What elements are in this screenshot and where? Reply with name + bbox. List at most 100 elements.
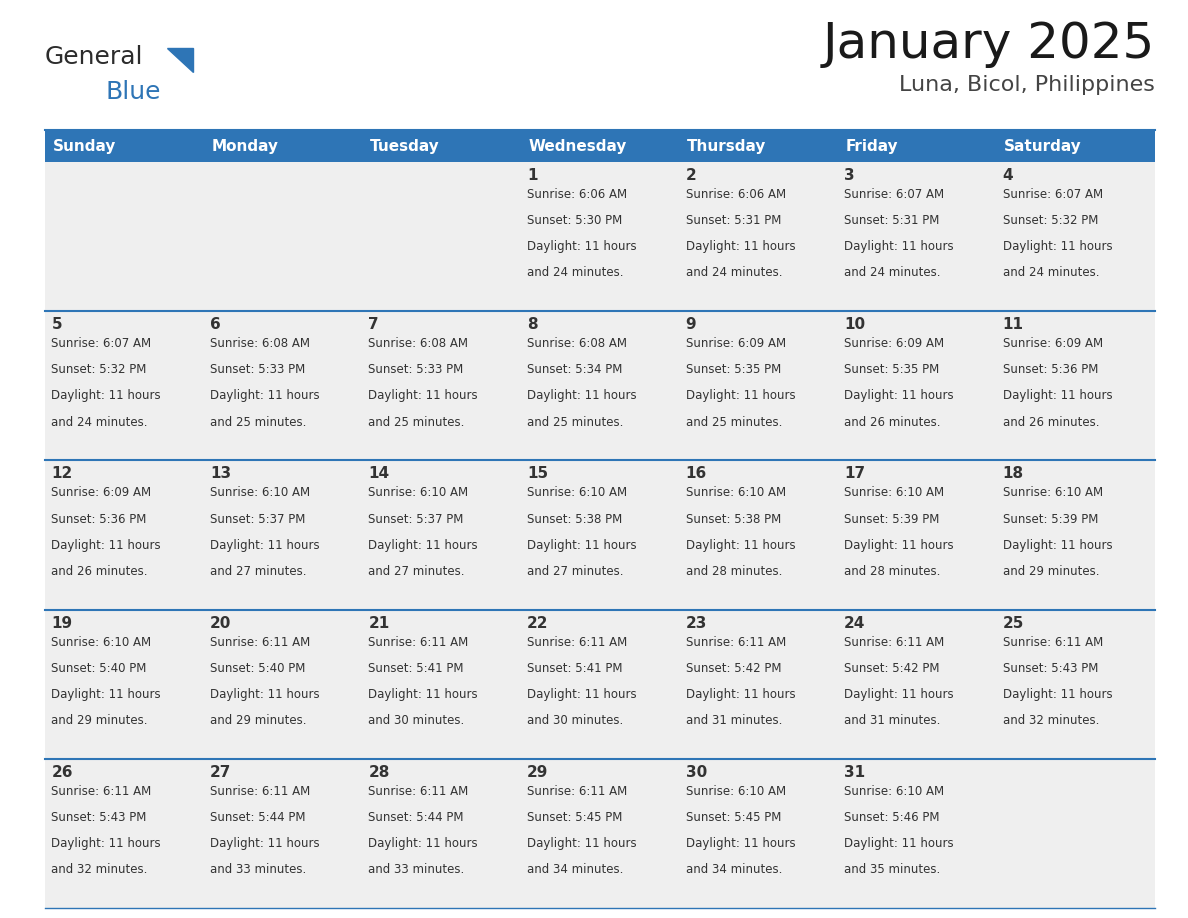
Text: Sunset: 5:45 PM: Sunset: 5:45 PM (527, 811, 623, 824)
Text: Daylight: 11 hours: Daylight: 11 hours (527, 688, 637, 700)
Bar (838, 130, 997, 162)
Text: and 27 minutes.: and 27 minutes. (210, 565, 307, 577)
Text: and 30 minutes.: and 30 minutes. (527, 714, 624, 727)
Text: Daylight: 11 hours: Daylight: 11 hours (368, 539, 478, 552)
Text: and 26 minutes.: and 26 minutes. (51, 565, 147, 577)
Text: Sunset: 5:35 PM: Sunset: 5:35 PM (845, 364, 940, 376)
Text: and 29 minutes.: and 29 minutes. (210, 714, 307, 727)
Text: 17: 17 (845, 466, 865, 481)
Text: and 25 minutes.: and 25 minutes. (685, 416, 782, 429)
Bar (203, 130, 362, 162)
Text: and 27 minutes.: and 27 minutes. (527, 565, 624, 577)
Bar (203, 162, 362, 311)
Bar (680, 759, 838, 908)
Text: Sunrise: 6:09 AM: Sunrise: 6:09 AM (51, 487, 151, 499)
Text: Sunrise: 6:07 AM: Sunrise: 6:07 AM (51, 337, 151, 350)
Text: 29: 29 (527, 765, 549, 779)
Text: 31: 31 (845, 765, 865, 779)
Bar (362, 759, 520, 908)
Text: Sunrise: 6:10 AM: Sunrise: 6:10 AM (845, 487, 944, 499)
Text: Sunset: 5:44 PM: Sunset: 5:44 PM (368, 811, 465, 824)
Text: Sunset: 5:42 PM: Sunset: 5:42 PM (685, 662, 782, 675)
Text: Daylight: 11 hours: Daylight: 11 hours (1003, 389, 1112, 402)
Text: 22: 22 (527, 616, 549, 631)
Text: General: General (45, 45, 144, 69)
Bar (520, 130, 680, 162)
Text: and 24 minutes.: and 24 minutes. (1003, 266, 1099, 279)
Bar (520, 610, 680, 759)
Text: Daylight: 11 hours: Daylight: 11 hours (368, 688, 478, 700)
Text: 8: 8 (527, 318, 538, 332)
Text: and 25 minutes.: and 25 minutes. (527, 416, 624, 429)
Bar (520, 311, 680, 461)
Bar (680, 610, 838, 759)
Bar (838, 162, 997, 311)
Text: and 32 minutes.: and 32 minutes. (1003, 714, 1099, 727)
Bar (362, 130, 520, 162)
Text: Daylight: 11 hours: Daylight: 11 hours (685, 688, 795, 700)
Text: Sunrise: 6:06 AM: Sunrise: 6:06 AM (527, 188, 627, 201)
Text: Sunset: 5:40 PM: Sunset: 5:40 PM (210, 662, 305, 675)
Text: and 26 minutes.: and 26 minutes. (845, 416, 941, 429)
Text: 14: 14 (368, 466, 390, 481)
Bar (362, 610, 520, 759)
Text: Sunset: 5:35 PM: Sunset: 5:35 PM (685, 364, 781, 376)
Bar (520, 759, 680, 908)
Bar (203, 461, 362, 610)
Text: 10: 10 (845, 318, 865, 332)
Text: and 28 minutes.: and 28 minutes. (845, 565, 941, 577)
Bar (997, 461, 1155, 610)
Text: and 24 minutes.: and 24 minutes. (685, 266, 782, 279)
Text: Sunrise: 6:11 AM: Sunrise: 6:11 AM (685, 635, 786, 649)
Text: Sunrise: 6:08 AM: Sunrise: 6:08 AM (527, 337, 627, 350)
Text: Daylight: 11 hours: Daylight: 11 hours (527, 389, 637, 402)
Text: Daylight: 11 hours: Daylight: 11 hours (845, 389, 954, 402)
Text: Sunset: 5:31 PM: Sunset: 5:31 PM (685, 214, 781, 227)
Text: Sunrise: 6:11 AM: Sunrise: 6:11 AM (527, 635, 627, 649)
Bar (520, 461, 680, 610)
Text: and 31 minutes.: and 31 minutes. (845, 714, 941, 727)
Text: Daylight: 11 hours: Daylight: 11 hours (1003, 241, 1112, 253)
Bar (680, 162, 838, 311)
Text: 26: 26 (51, 765, 72, 779)
Text: Sunset: 5:41 PM: Sunset: 5:41 PM (368, 662, 465, 675)
Text: 2: 2 (685, 168, 696, 183)
Text: Sunset: 5:32 PM: Sunset: 5:32 PM (1003, 214, 1098, 227)
Text: Sunset: 5:38 PM: Sunset: 5:38 PM (527, 512, 623, 525)
Text: Daylight: 11 hours: Daylight: 11 hours (685, 837, 795, 850)
Text: Sunset: 5:30 PM: Sunset: 5:30 PM (527, 214, 623, 227)
Text: Blue: Blue (105, 80, 160, 104)
Text: Daylight: 11 hours: Daylight: 11 hours (685, 539, 795, 552)
Text: Sunset: 5:41 PM: Sunset: 5:41 PM (527, 662, 623, 675)
Bar (45, 610, 203, 759)
Text: 7: 7 (368, 318, 379, 332)
Text: Sunset: 5:33 PM: Sunset: 5:33 PM (368, 364, 463, 376)
Text: Daylight: 11 hours: Daylight: 11 hours (845, 241, 954, 253)
Text: Daylight: 11 hours: Daylight: 11 hours (845, 837, 954, 850)
Text: Sunrise: 6:10 AM: Sunrise: 6:10 AM (685, 785, 785, 798)
Text: and 29 minutes.: and 29 minutes. (51, 714, 147, 727)
Text: Sunset: 5:45 PM: Sunset: 5:45 PM (685, 811, 781, 824)
Bar (997, 610, 1155, 759)
Text: 9: 9 (685, 318, 696, 332)
Text: and 24 minutes.: and 24 minutes. (527, 266, 624, 279)
Text: Sunrise: 6:11 AM: Sunrise: 6:11 AM (1003, 635, 1102, 649)
Text: 12: 12 (51, 466, 72, 481)
Text: Daylight: 11 hours: Daylight: 11 hours (685, 241, 795, 253)
Text: and 30 minutes.: and 30 minutes. (368, 714, 465, 727)
Polygon shape (168, 48, 192, 72)
Bar (838, 311, 997, 461)
Text: Monday: Monday (211, 139, 278, 153)
Text: Sunrise: 6:08 AM: Sunrise: 6:08 AM (210, 337, 310, 350)
Text: Wednesday: Wednesday (529, 139, 627, 153)
Text: Sunrise: 6:07 AM: Sunrise: 6:07 AM (1003, 188, 1102, 201)
Bar (997, 162, 1155, 311)
Bar (838, 610, 997, 759)
Text: Daylight: 11 hours: Daylight: 11 hours (210, 837, 320, 850)
Text: 24: 24 (845, 616, 866, 631)
Bar (680, 130, 838, 162)
Text: Sunrise: 6:10 AM: Sunrise: 6:10 AM (210, 487, 310, 499)
Text: 27: 27 (210, 765, 232, 779)
Text: and 31 minutes.: and 31 minutes. (685, 714, 782, 727)
Text: Sunset: 5:36 PM: Sunset: 5:36 PM (1003, 364, 1098, 376)
